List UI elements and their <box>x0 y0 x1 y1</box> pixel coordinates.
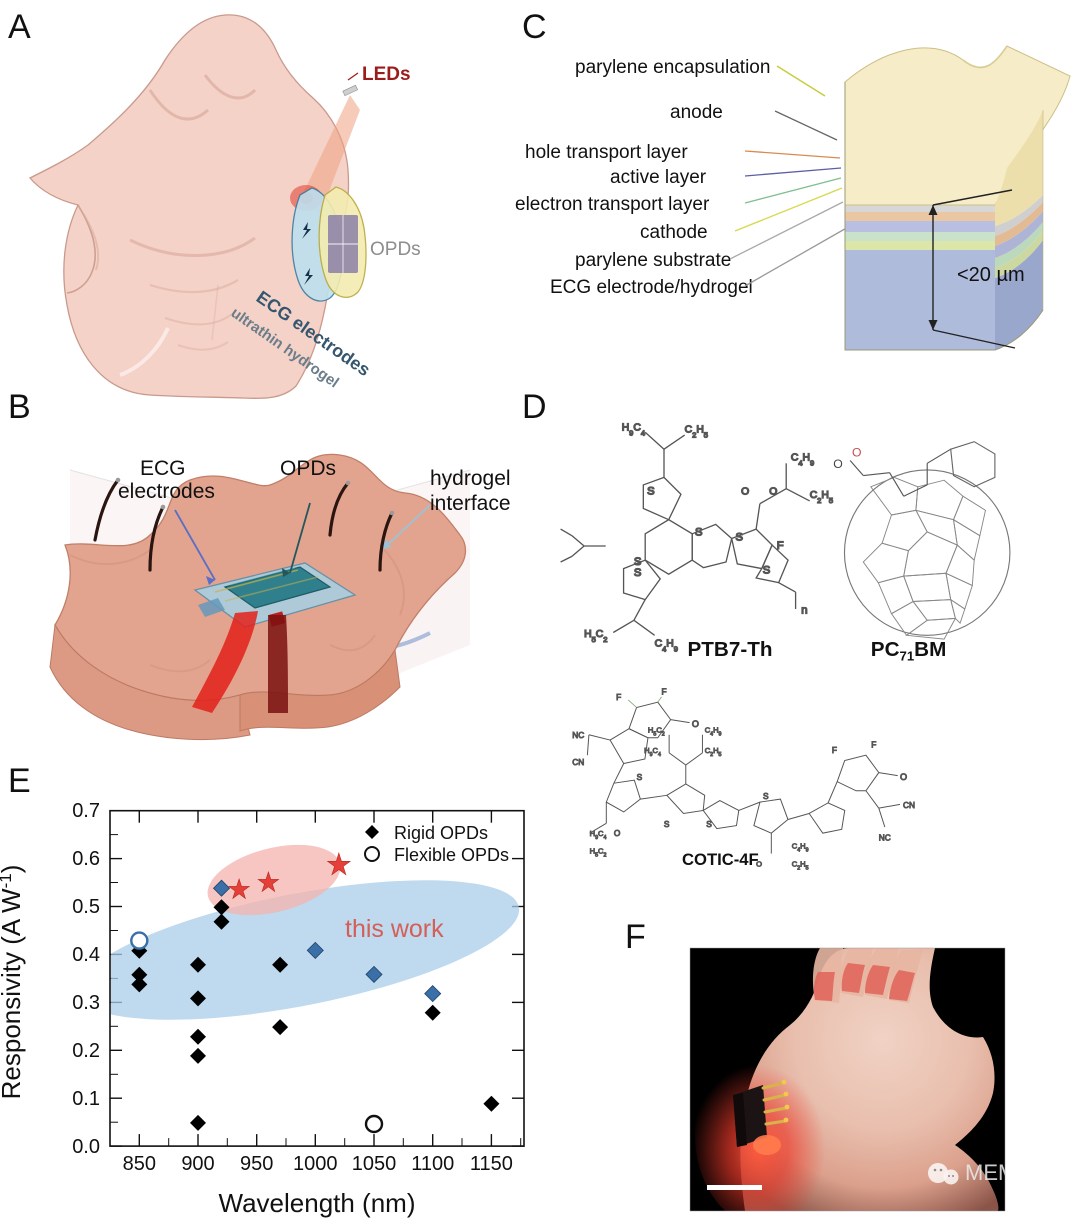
svg-text:C2H5: C2H5 <box>705 746 722 758</box>
svg-text:S: S <box>763 791 769 801</box>
svg-text:H9C4: H9C4 <box>622 422 645 437</box>
svg-text:C2H5: C2H5 <box>810 490 833 505</box>
svg-text:anode: anode <box>670 102 723 123</box>
svg-text:0.4: 0.4 <box>72 944 100 966</box>
svg-text:electrodes: electrodes <box>118 480 215 503</box>
svg-text:C4H9: C4H9 <box>792 841 809 853</box>
svg-text:H5C2: H5C2 <box>648 725 665 737</box>
svg-text:C2H5: C2H5 <box>792 859 809 871</box>
svg-text:0.7: 0.7 <box>72 800 100 822</box>
svg-text:1000: 1000 <box>293 1153 338 1175</box>
svg-text:S: S <box>637 772 643 782</box>
svg-text:LEDs: LEDs <box>362 64 411 85</box>
svg-text:0.1: 0.1 <box>72 1088 100 1110</box>
svg-text:O: O <box>692 719 699 729</box>
svg-text:active layer: active layer <box>610 167 707 188</box>
svg-text:CN: CN <box>903 800 915 810</box>
svg-text:electron transport layer: electron transport layer <box>515 194 710 215</box>
svg-text:850: 850 <box>123 1153 156 1175</box>
svg-text:CN: CN <box>572 757 584 767</box>
svg-text:950: 950 <box>240 1153 273 1175</box>
svg-text:1100: 1100 <box>411 1153 454 1175</box>
svg-text:0.6: 0.6 <box>72 848 100 870</box>
svg-text:NC: NC <box>879 833 891 843</box>
svg-text:0.2: 0.2 <box>72 1040 100 1062</box>
svg-text:S: S <box>735 531 743 543</box>
svg-text:S: S <box>763 564 771 576</box>
svg-text:PC71BM: PC71BM <box>871 638 947 664</box>
svg-text:900: 900 <box>181 1153 214 1175</box>
svg-text:C2H5: C2H5 <box>685 424 708 439</box>
svg-text:1150: 1150 <box>470 1153 513 1175</box>
svg-text:0.3: 0.3 <box>72 992 100 1014</box>
svg-text:S: S <box>647 485 655 497</box>
svg-text:NC: NC <box>572 730 584 740</box>
svg-text:hole transport layer: hole transport layer <box>525 142 688 163</box>
svg-text:OPDs: OPDs <box>370 239 421 260</box>
svg-text:Rigid OPDs: Rigid OPDs <box>394 823 488 843</box>
svg-text:O: O <box>833 457 843 471</box>
svg-text:O: O <box>852 446 862 460</box>
svg-text:H9C4: H9C4 <box>590 829 607 841</box>
svg-text:S: S <box>664 819 670 829</box>
svg-text:n: n <box>801 605 807 617</box>
svg-text:F: F <box>871 740 876 750</box>
svg-text:H5C2: H5C2 <box>584 629 607 644</box>
svg-text:OPDs: OPDs <box>280 457 336 480</box>
svg-text:this work: this work <box>345 915 444 943</box>
svg-text:O: O <box>741 486 749 497</box>
svg-text:F: F <box>616 692 621 702</box>
svg-text:H9C4: H9C4 <box>644 746 661 758</box>
svg-text:Responsivity (A W-1): Responsivity (A W-1) <box>0 865 26 1100</box>
svg-text:Flexible OPDs: Flexible OPDs <box>394 845 509 865</box>
svg-text:MEMS: MEMS <box>965 1160 1031 1185</box>
svg-text:O: O <box>900 772 907 782</box>
svg-text:interface: interface <box>430 492 511 515</box>
svg-text:PTB7-Th: PTB7-Th <box>688 638 773 661</box>
svg-text:S: S <box>634 567 642 579</box>
svg-text:C4H9: C4H9 <box>791 452 814 467</box>
svg-text:C4H9: C4H9 <box>655 639 678 653</box>
svg-text:cathode: cathode <box>640 222 708 243</box>
svg-text:S: S <box>634 556 642 568</box>
svg-text:ECG electrode/hydrogel: ECG electrode/hydrogel <box>550 277 753 298</box>
svg-text:F: F <box>662 687 667 697</box>
svg-text:Wavelength (nm): Wavelength (nm) <box>219 1188 416 1218</box>
svg-text:S: S <box>695 527 703 539</box>
svg-text:0.0: 0.0 <box>72 1136 100 1158</box>
svg-text:COTIC-4F: COTIC-4F <box>682 850 759 869</box>
svg-text:hydrogel: hydrogel <box>430 467 511 490</box>
svg-text:0.5: 0.5 <box>72 896 100 918</box>
svg-text:C4H9: C4H9 <box>705 725 722 737</box>
svg-text:1050: 1050 <box>352 1153 397 1175</box>
svg-text:<20 µm: <20 µm <box>957 264 1025 286</box>
svg-text:parylene encapsulation: parylene encapsulation <box>575 57 770 78</box>
svg-text:O: O <box>614 828 621 838</box>
svg-text:parylene substrate: parylene substrate <box>575 250 731 271</box>
svg-text:ECG: ECG <box>140 457 186 480</box>
svg-text:H5C2: H5C2 <box>590 847 607 859</box>
svg-text:F: F <box>832 745 837 755</box>
